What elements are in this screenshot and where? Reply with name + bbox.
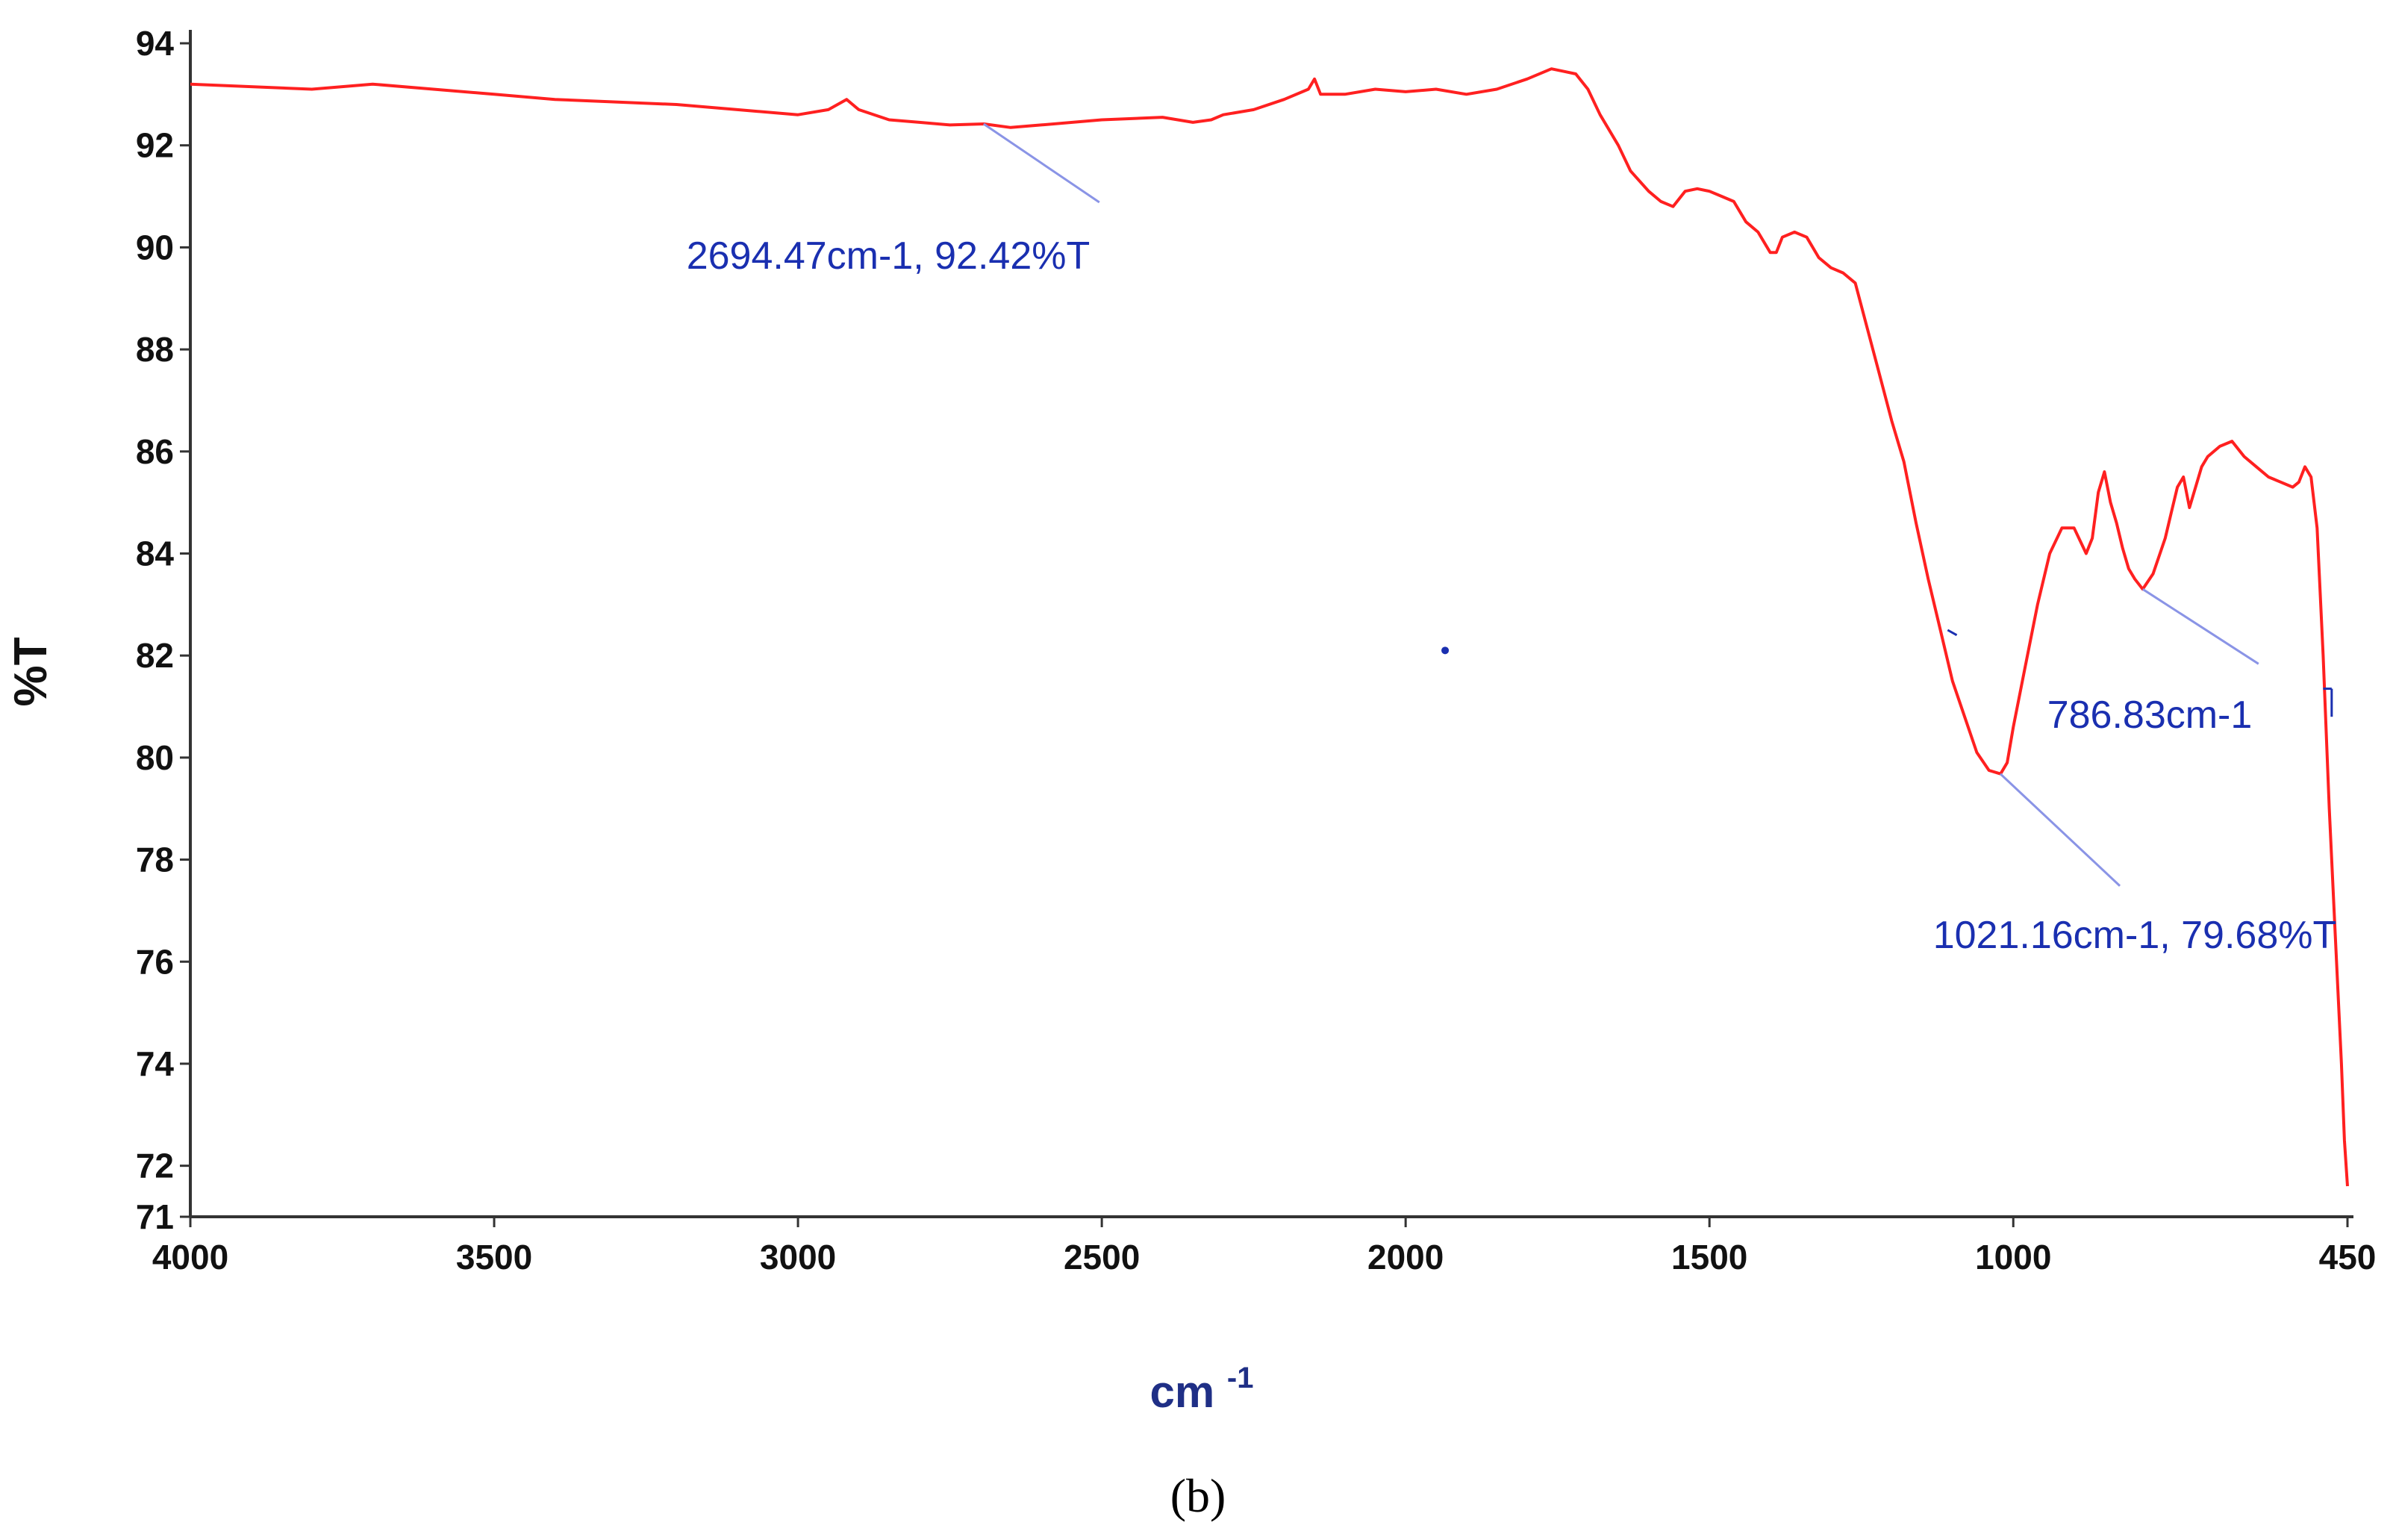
x-tick-label: 450 <box>2319 1238 2377 1276</box>
y-axis-label: %T <box>5 637 57 706</box>
x-tick-label: 1000 <box>1975 1238 2051 1276</box>
y-tick-label: 80 <box>136 738 174 777</box>
y-tick-label: 78 <box>136 841 174 879</box>
stray-marker-dot <box>1441 646 1450 655</box>
annotation-leader-line <box>2141 588 2259 665</box>
x-axis-label-unit: cm <box>1150 1367 1215 1417</box>
y-ticks: 71 72 74 76 78 80 82 84 86 88 90 92 94 <box>136 24 190 1236</box>
y-tick-label: 74 <box>136 1044 175 1083</box>
y-tick-label: 90 <box>136 228 174 266</box>
annotation-label: 786.83cm-1 <box>2047 693 2253 737</box>
y-tick-label: 82 <box>136 636 174 675</box>
annotation-label: 1021.16cm-1, 79.68%T <box>1933 914 2337 957</box>
x-tick-label: 2000 <box>1367 1238 1444 1276</box>
x-axis-label: cm -1 <box>1150 1362 1254 1417</box>
y-tick-label: 86 <box>136 432 174 471</box>
stray-marker-tick <box>1947 629 1958 637</box>
x-tick-label: 4000 <box>152 1238 228 1276</box>
annotation-leader-line <box>982 122 1100 204</box>
x-tick-label: 2500 <box>1064 1238 1140 1276</box>
x-tick-label: 3000 <box>760 1238 836 1276</box>
annotation-label: 2694.47cm-1, 92.42%T <box>687 234 1091 278</box>
y-tick-label: 94 <box>136 24 175 63</box>
x-tick-label: 1500 <box>1671 1238 1747 1276</box>
y-tick-label: 88 <box>136 330 174 369</box>
y-tick-label: 92 <box>136 126 174 165</box>
y-tick-label: 71 <box>136 1197 174 1236</box>
y-tick-label: 76 <box>136 942 174 981</box>
annotation-leader-line <box>2000 773 2121 887</box>
annotations: 2694.47cm-1, 92.42%T 1021.16cm-1, 79.68%T… <box>687 122 2337 957</box>
peak-markers <box>1441 629 2333 717</box>
x-axis-label-superscript: -1 <box>1227 1362 1254 1394</box>
spectrum-series-line <box>190 67 2349 1187</box>
axes <box>189 30 2353 1218</box>
y-tick-label: 84 <box>136 534 175 573</box>
figure-caption: (b) <box>1170 1469 1226 1522</box>
x-tick-label: 3500 <box>456 1238 532 1276</box>
series-layer <box>190 67 2349 1187</box>
x-ticks: 4000 3500 3000 2500 2000 1500 1000 450 <box>152 1217 2377 1276</box>
y-tick-label: 72 <box>136 1147 174 1185</box>
